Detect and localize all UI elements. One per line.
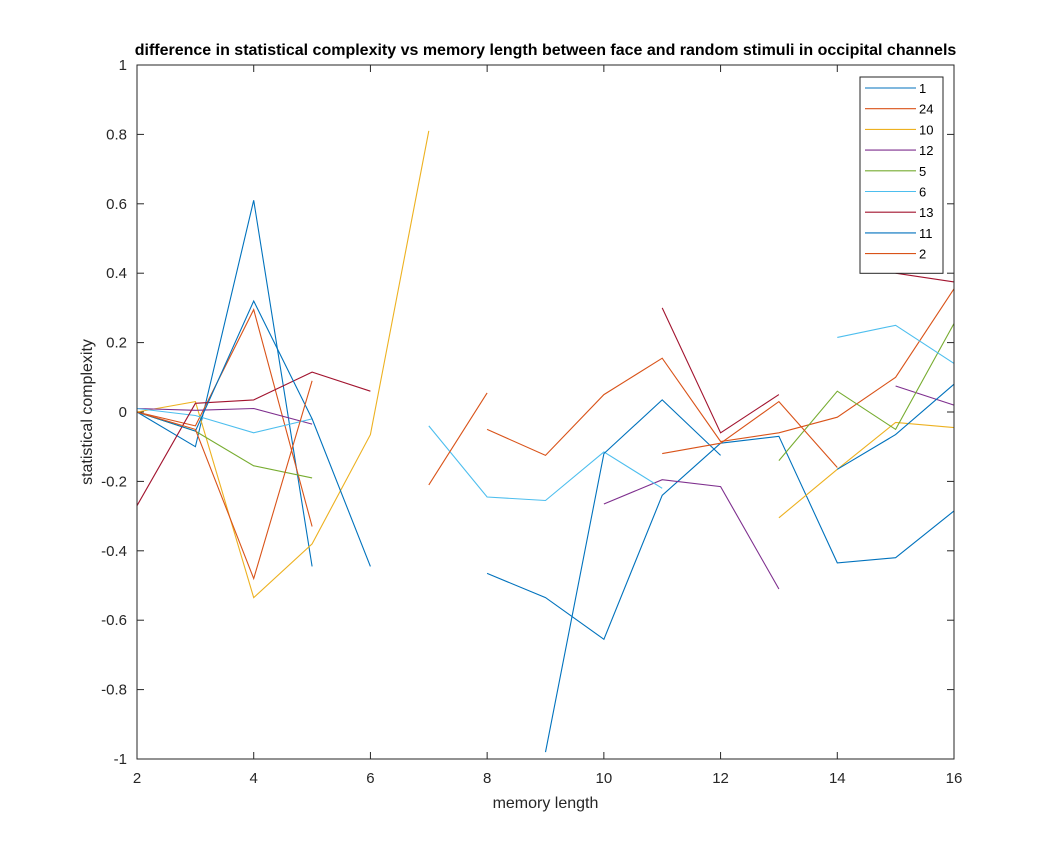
y-tick-label: -0.8 — [101, 682, 127, 699]
plot-area — [137, 65, 954, 759]
y-tick-label: -0.2 — [101, 473, 127, 490]
chart-title: difference in statistical complexity vs … — [135, 42, 957, 59]
legend-label: 6 — [919, 185, 926, 200]
y-tick-label: 0.8 — [106, 126, 127, 143]
y-tick-label: -0.4 — [101, 543, 127, 560]
x-axis-label: memory length — [493, 795, 599, 812]
legend-label: 13 — [919, 205, 933, 220]
legend-label: 10 — [919, 122, 933, 137]
y-tick-label: 0.2 — [106, 335, 127, 352]
y-tick-label: 1 — [119, 57, 127, 74]
legend-box — [859, 76, 944, 274]
y-tick-label: -0.6 — [101, 612, 127, 629]
series-lines — [136, 130, 955, 753]
x-tick-label: 2 — [133, 770, 141, 787]
legend: 1 24 10 12 5 6 13 11 2 — [859, 76, 944, 274]
series-line-13 — [136, 272, 955, 506]
axis-ticks: 2 4 6 8 10 12 14 16-1-0.8-0.6-0.4-0.200.20.40.6… — [101, 57, 962, 787]
x-tick-label: 6 — [366, 770, 374, 787]
legend-label: 24 — [919, 102, 933, 117]
x-tick-label: 14 — [829, 770, 846, 787]
series-line-12 — [136, 385, 955, 590]
y-tick-label: 0.6 — [106, 196, 127, 213]
series-line-6 — [136, 324, 955, 502]
y-tick-label: 0 — [119, 404, 127, 421]
legend-label: 1 — [919, 81, 926, 96]
x-tick-label: 16 — [946, 770, 963, 787]
series-line-2 — [136, 380, 838, 581]
series-line-11 — [136, 299, 955, 753]
series-line-10 — [136, 130, 955, 599]
x-tick-label: 10 — [596, 770, 613, 787]
x-tick-label: 8 — [483, 770, 491, 787]
legend-label: 5 — [919, 164, 926, 179]
y-tick-label: 0.4 — [106, 265, 127, 282]
legend-label: 2 — [919, 247, 926, 262]
series-line-24 — [136, 288, 955, 527]
legend-label: 12 — [919, 143, 933, 158]
x-tick-label: 12 — [712, 770, 729, 787]
legend-label: 11 — [919, 226, 933, 241]
plot-box — [136, 64, 955, 760]
x-tick-label: 4 — [250, 770, 258, 787]
y-axis-label: statistical complexity — [79, 339, 96, 485]
y-tick-label: -1 — [114, 751, 127, 768]
